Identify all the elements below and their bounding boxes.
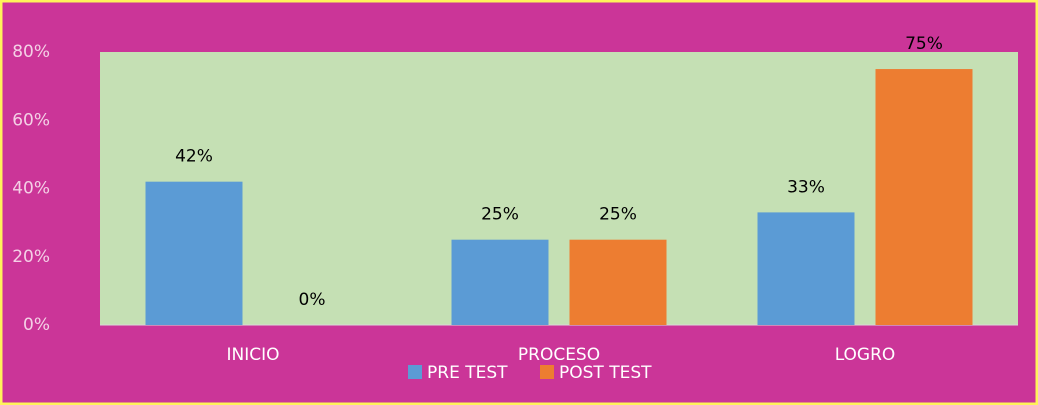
y-tick-label: 20% <box>12 247 50 267</box>
legend-swatch <box>540 365 554 379</box>
x-tick-label: INICIO <box>226 345 279 365</box>
bar <box>145 181 243 325</box>
y-tick-label: 80% <box>12 42 50 62</box>
data-label: 42% <box>175 147 213 167</box>
x-tick-label: LOGRO <box>835 345 896 365</box>
bar <box>569 239 667 325</box>
x-tick-label: PROCESO <box>518 345 600 365</box>
legend-label: PRE TEST <box>427 363 508 383</box>
plot-area <box>100 52 1018 325</box>
legend-swatch <box>408 365 422 379</box>
legend-label: POST TEST <box>559 363 652 383</box>
bar <box>451 239 549 325</box>
bar <box>875 69 973 325</box>
y-tick-label: 40% <box>12 179 50 199</box>
data-label: 75% <box>905 34 943 54</box>
bar <box>757 212 855 325</box>
data-label: 33% <box>787 177 825 197</box>
data-label: 25% <box>599 205 637 225</box>
y-tick-label: 60% <box>12 110 50 130</box>
data-label: 0% <box>299 290 326 310</box>
data-label: 25% <box>481 205 519 225</box>
y-tick-label: 0% <box>23 315 50 335</box>
